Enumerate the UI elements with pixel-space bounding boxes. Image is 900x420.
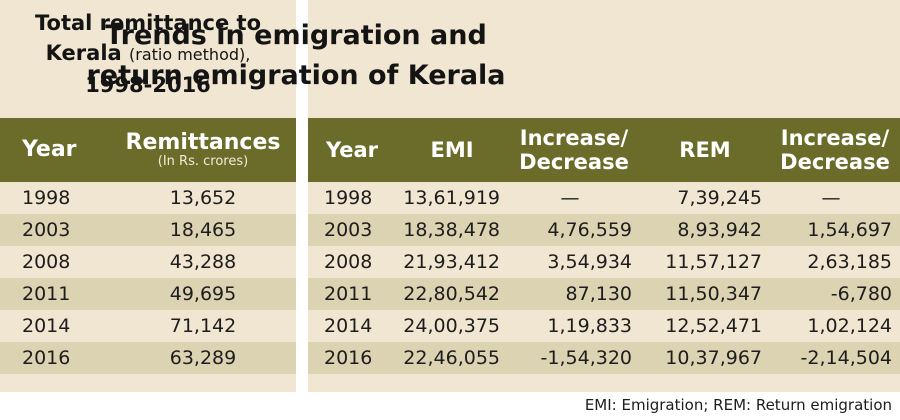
remittance-title-method: (ratio method), <box>129 45 251 64</box>
year-cell: 2014 <box>324 315 373 337</box>
remittance-cell: 49,695 <box>110 278 296 310</box>
remittance-title-years: 1998-2016 <box>85 73 211 97</box>
rem-change-column-header: Increase/Decrease <box>770 118 900 182</box>
year-cell: 1998 <box>324 187 373 209</box>
remittances-unit-label: (In Rs. crores) <box>157 154 249 169</box>
emi-change-cell: 87,130 <box>508 278 640 310</box>
rem-change-header-line1: Increase/ <box>780 126 890 150</box>
emigration-title-line2: return emigration of Kerala <box>86 60 506 91</box>
emigration-header-row: Year EMI Increase/Decrease REM Increase/… <box>308 118 900 182</box>
table-row: 2014 71,142 <box>0 310 296 342</box>
rem-change-header-line2: Decrease <box>780 150 890 174</box>
remittance-panel <box>0 0 296 392</box>
rem-cell: 11,57,127 <box>665 251 762 273</box>
remittance-title-kerala: Kerala <box>45 41 122 65</box>
year-cell: 2008 <box>324 251 373 273</box>
year-cell: 2016 <box>308 342 396 374</box>
table-row: 2003 18,465 <box>0 214 296 246</box>
rem-column-header: REM <box>640 118 770 182</box>
table-row: 2014 24,00,375 1,19,833 12,52,471 1,02,1… <box>308 310 900 342</box>
emigration-panel <box>308 0 900 392</box>
emi-change-cell: 4,76,559 <box>508 214 640 246</box>
table-row: 1998 13,61,919 — 7,39,245 — <box>308 182 900 214</box>
year-cell: 2003 <box>308 214 396 246</box>
remittance-cell: 43,288 <box>169 251 237 273</box>
rem-cell: 12,52,471 <box>665 315 762 337</box>
year-cell: 2011 <box>0 278 110 310</box>
table-row: 2016 63,289 <box>0 342 296 374</box>
emi-change-cell: 1,19,833 <box>547 315 632 337</box>
year-cell: 2011 <box>308 278 396 310</box>
rem-cell: 8,93,942 <box>640 214 770 246</box>
rem-cell: 11,50,347 <box>640 278 770 310</box>
emigration-title-line1: Trends in emigration and <box>105 20 487 51</box>
emi-column-header: EMI <box>396 118 508 182</box>
year-cell: 2003 <box>0 214 110 246</box>
table-row: 2003 18,38,478 4,76,559 8,93,942 1,54,69… <box>308 214 900 246</box>
emigration-table: Year EMI Increase/Decrease REM Increase/… <box>308 118 900 374</box>
rem-cell: 10,37,967 <box>640 342 770 374</box>
emi-cell: 21,93,412 <box>403 251 500 273</box>
remittance-header-row: Year Remittances (In Rs. crores) <box>0 118 296 182</box>
rem-change-cell: 2,63,185 <box>807 251 892 273</box>
year-cell: 2008 <box>22 251 71 273</box>
emi-cell: 22,46,055 <box>396 342 508 374</box>
year-column-header: Year <box>308 118 396 182</box>
remittance-table: Year Remittances (In Rs. crores) 1998 13,… <box>0 118 296 374</box>
emi-change-cell: 3,54,934 <box>547 251 632 273</box>
remittances-header-label: Remittances <box>125 130 281 155</box>
year-cell: 2016 <box>0 342 110 374</box>
rem-change-cell: 1,54,697 <box>770 214 900 246</box>
table-row: 2016 22,46,055 -1,54,320 10,37,967 -2,14… <box>308 342 900 374</box>
remittances-column-header: Remittances (In Rs. crores) <box>110 118 296 182</box>
table-row: 2011 49,695 <box>0 278 296 310</box>
emi-change-header-line1: Increase/ <box>519 126 629 150</box>
rem-change-cell: 1,02,124 <box>807 315 892 337</box>
abbreviation-footnote: EMI: Emigration; REM: Return emigration <box>584 396 892 414</box>
rem-change-cell: -6,780 <box>770 278 900 310</box>
year-cell: 2014 <box>22 315 71 337</box>
rem-change-cell: — <box>821 187 841 209</box>
emi-cell: 13,61,919 <box>403 187 500 209</box>
emi-change-cell: -1,54,320 <box>508 342 640 374</box>
emi-cell: 24,00,375 <box>403 315 500 337</box>
emi-change-cell: — <box>560 187 580 209</box>
table-row: 2008 43,288 <box>0 246 296 278</box>
remittance-cell: 13,652 <box>169 187 237 209</box>
year-cell: 1998 <box>22 187 71 209</box>
rem-change-cell: -2,14,504 <box>770 342 900 374</box>
remittance-cell: 71,142 <box>169 315 237 337</box>
emi-cell: 22,80,542 <box>396 278 508 310</box>
table-row: 2008 21,93,412 3,54,934 11,57,127 2,63,1… <box>308 246 900 278</box>
year-column-header: Year <box>0 118 110 182</box>
emigration-title: Trends in emigration and return emigrati… <box>0 16 592 96</box>
table-row: 1998 13,652 <box>0 182 296 214</box>
remittance-cell: 63,289 <box>110 342 296 374</box>
emi-change-column-header: Increase/Decrease <box>508 118 640 182</box>
emi-change-header-line2: Decrease <box>519 150 629 174</box>
remittance-cell: 18,465 <box>110 214 296 246</box>
emi-cell: 18,38,478 <box>396 214 508 246</box>
table-row: 2011 22,80,542 87,130 11,50,347 -6,780 <box>308 278 900 310</box>
remittance-title: Total remittance to Kerala (ratio method… <box>0 8 296 100</box>
rem-cell: 7,39,245 <box>677 187 762 209</box>
remittance-title-line1: Total remittance to <box>34 11 262 35</box>
